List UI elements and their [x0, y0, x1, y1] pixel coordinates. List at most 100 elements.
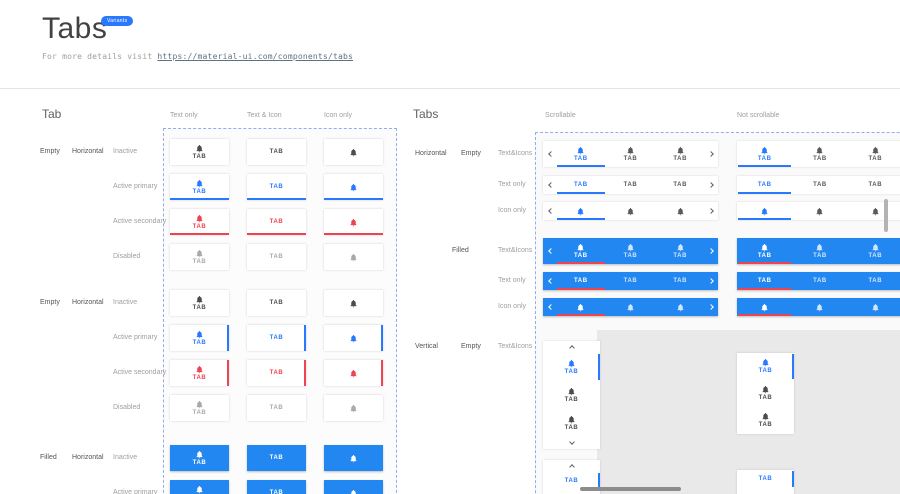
tab[interactable]: TAB — [792, 176, 847, 194]
tab-text-inactive[interactable]: TAB — [247, 139, 306, 165]
tab[interactable]: TAB — [655, 141, 705, 167]
scroll-right-button[interactable] — [705, 272, 718, 290]
tab-active[interactable] — [737, 298, 792, 316]
tabs-bar-scrollable-icononly — [543, 202, 718, 220]
tab[interactable] — [655, 202, 705, 220]
bell-icon — [871, 146, 880, 155]
scroll-right-button[interactable] — [705, 202, 718, 220]
tab[interactable] — [606, 298, 656, 316]
tab-active[interactable] — [556, 202, 606, 220]
scroll-up-button[interactable] — [543, 460, 600, 472]
tab-text-active-primary[interactable]: TAB — [247, 174, 306, 200]
tab-icon-inactive[interactable] — [324, 139, 383, 165]
tab-icon-active-primary[interactable] — [324, 325, 383, 351]
scroll-left-button[interactable] — [543, 298, 556, 316]
tab[interactable]: TAB — [606, 238, 656, 264]
tab-active[interactable]: TAB — [543, 353, 600, 381]
tab[interactable]: TAB — [543, 381, 600, 409]
tab[interactable] — [792, 298, 847, 316]
tab[interactable] — [655, 298, 705, 316]
tab-active[interactable]: TAB — [737, 353, 794, 380]
tab-icon-inactive[interactable] — [324, 290, 383, 316]
tab-text-disabled[interactable]: TAB — [247, 244, 306, 270]
tab[interactable]: TAB — [606, 176, 656, 194]
tab-texticon-disabled[interactable]: TAB — [170, 244, 229, 270]
tab-texticon-filled-inactive[interactable]: TAB — [170, 445, 229, 471]
scroll-left-button[interactable] — [543, 272, 556, 290]
tab[interactable]: TAB — [655, 238, 705, 264]
material-ui-link[interactable]: https://material-ui.com/components/tabs — [157, 52, 354, 61]
chevron-left-icon — [547, 182, 554, 188]
bell-icon — [760, 303, 769, 312]
tab[interactable] — [848, 298, 900, 316]
tab-texticon-active-primary[interactable]: TAB — [170, 174, 229, 200]
tab-icon-disabled[interactable] — [324, 244, 383, 270]
tab-label: TAB — [269, 183, 284, 190]
tab-text-active-secondary[interactable]: TAB — [247, 209, 306, 235]
tab-active[interactable] — [556, 298, 606, 316]
tab[interactable] — [606, 202, 656, 220]
tab[interactable] — [848, 202, 900, 220]
tab[interactable]: TAB — [606, 272, 656, 290]
tab[interactable]: TAB — [543, 409, 600, 437]
tab[interactable]: TAB — [792, 141, 847, 167]
tab-active[interactable]: TAB — [737, 272, 792, 290]
tab[interactable]: TAB — [737, 407, 794, 434]
tab-texticon-disabled[interactable]: TAB — [170, 395, 229, 421]
scroll-left-button[interactable] — [543, 238, 556, 264]
tab[interactable]: TAB — [655, 272, 705, 290]
tab[interactable] — [792, 202, 847, 220]
tab-texticon-inactive[interactable]: TAB — [170, 139, 229, 165]
tab-text-active-primary[interactable]: TAB — [247, 325, 306, 351]
tab[interactable]: TAB — [848, 238, 900, 264]
horizontal-scrollbar-thumb[interactable] — [580, 487, 681, 491]
tab[interactable]: TAB — [792, 272, 847, 290]
tab[interactable]: TAB — [848, 272, 900, 290]
tab-active[interactable]: TAB — [556, 176, 606, 194]
tab-icon-filled-active[interactable] — [324, 480, 383, 494]
scroll-left-button[interactable] — [543, 202, 556, 220]
tab[interactable]: TAB — [737, 488, 794, 494]
tab-icon-active-primary[interactable] — [324, 174, 383, 200]
tab-active[interactable]: TAB — [737, 176, 792, 194]
tab-active[interactable]: TAB — [737, 470, 794, 488]
scroll-up-button[interactable] — [543, 341, 600, 353]
tab-icon-disabled[interactable] — [324, 395, 383, 421]
tab-icon-filled-inactive[interactable] — [324, 445, 383, 471]
tab-icon-active-secondary[interactable] — [324, 209, 383, 235]
tab-active[interactable]: TAB — [556, 141, 606, 167]
bell-icon — [576, 303, 585, 312]
bell-icon — [195, 249, 204, 258]
tab-texticon-active-secondary[interactable]: TAB — [170, 209, 229, 235]
scroll-left-button[interactable] — [543, 141, 556, 167]
tab[interactable]: TAB — [606, 141, 656, 167]
tab-active[interactable]: TAB — [556, 272, 606, 290]
tab-text-filled-inactive[interactable]: TAB — [247, 445, 306, 471]
tab-active[interactable]: TAB — [556, 238, 606, 264]
tab[interactable]: TAB — [848, 176, 900, 194]
tab-active[interactable]: TAB — [543, 472, 600, 490]
vertical-scrollbar-thumb[interactable] — [884, 199, 888, 232]
tab[interactable]: TAB — [737, 380, 794, 407]
tab-text-inactive[interactable]: TAB — [247, 290, 306, 316]
tab-icon-active-secondary[interactable] — [324, 360, 383, 386]
tab-active[interactable]: TAB — [737, 141, 792, 167]
tab-texticon-active-primary[interactable]: TAB — [170, 325, 229, 351]
scroll-right-button[interactable] — [705, 238, 718, 264]
tab[interactable]: TAB — [792, 238, 847, 264]
tab[interactable]: TAB — [848, 141, 900, 167]
tab-text-active-secondary[interactable]: TAB — [247, 360, 306, 386]
tab-texticon-filled-active[interactable]: TAB — [170, 480, 229, 494]
tab-texticon-inactive[interactable]: TAB — [170, 290, 229, 316]
tab-active[interactable]: TAB — [737, 238, 792, 264]
scroll-right-button[interactable] — [705, 176, 718, 194]
tab[interactable]: TAB — [655, 176, 705, 194]
tab-texticon-active-secondary[interactable]: TAB — [170, 360, 229, 386]
tab-text-filled-active[interactable]: TAB — [247, 480, 306, 494]
tab-active[interactable] — [737, 202, 792, 220]
scroll-right-button[interactable] — [705, 298, 718, 316]
scroll-down-button[interactable] — [543, 437, 600, 449]
tab-text-disabled[interactable]: TAB — [247, 395, 306, 421]
scroll-left-button[interactable] — [543, 176, 556, 194]
scroll-right-button[interactable] — [705, 141, 718, 167]
